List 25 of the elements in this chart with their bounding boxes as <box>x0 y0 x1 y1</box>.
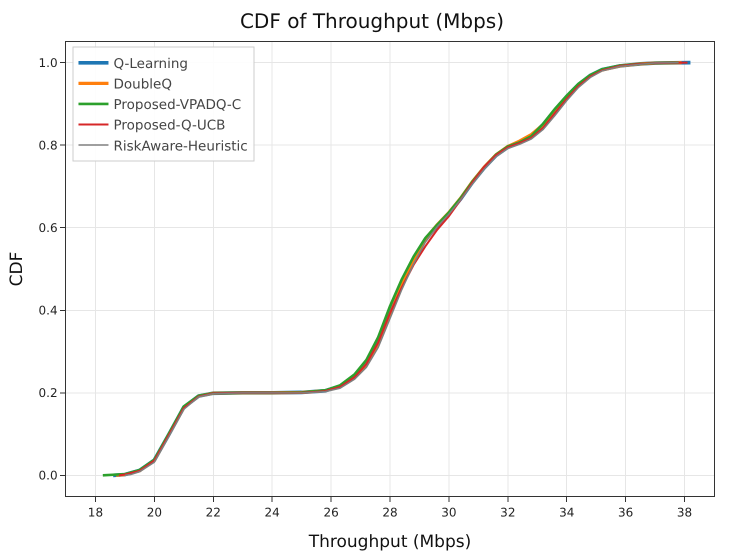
legend-label: Proposed-VPADQ-C <box>113 97 242 114</box>
x-tick-label: 22 <box>206 505 221 520</box>
x-tick-label: 18 <box>88 505 104 520</box>
y-axis-title: CDF <box>7 252 27 286</box>
y-tick-label: 0.6 <box>38 220 58 235</box>
x-axis-title: Throughput (Mbps) <box>308 532 472 552</box>
legend-label: RiskAware-Heuristic <box>113 138 248 154</box>
x-tick-label: 20 <box>146 505 162 520</box>
legend-label: Q-Learning <box>113 56 188 72</box>
legend-label: Proposed-Q-UCB <box>113 118 226 134</box>
legend-label: DoubleQ <box>113 76 172 93</box>
x-tick-label: 34 <box>559 505 574 520</box>
chart-title: CDF of Throughput (Mbps) <box>240 8 504 33</box>
x-tick-label: 30 <box>441 505 457 520</box>
y-tick-label: 1.0 <box>38 56 58 70</box>
x-tick-label: 36 <box>618 505 634 520</box>
x-tick-label: 38 <box>676 505 692 520</box>
y-tick-label: 0.0 <box>38 468 58 483</box>
x-tick-label: 24 <box>264 505 280 520</box>
x-tick-label: 32 <box>500 505 516 520</box>
x-tick-label: 28 <box>382 505 398 520</box>
y-tick-label: 0.4 <box>38 303 58 318</box>
x-tick-label: 26 <box>323 505 339 520</box>
y-tick-label: 0.8 <box>38 138 58 152</box>
y-tick-label: 0.2 <box>38 386 58 400</box>
